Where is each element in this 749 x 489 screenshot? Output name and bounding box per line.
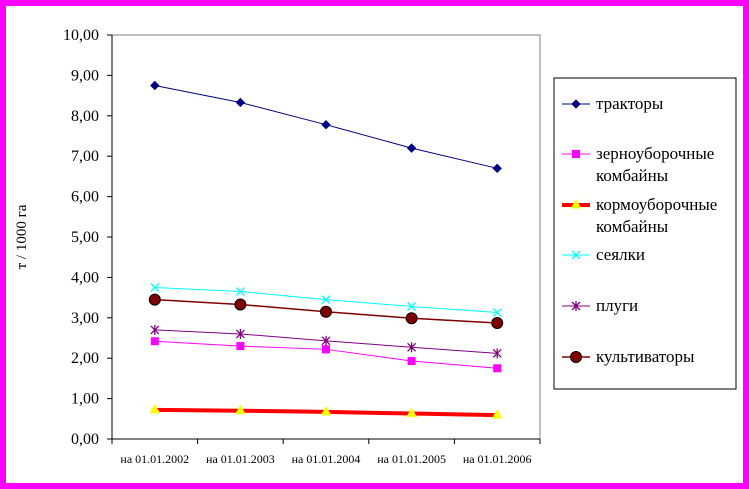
legend-box [553,77,737,390]
legend-swatch-marker [570,198,582,209]
x-tick-label: на 01.01.2005 [377,452,446,466]
legend-label: комбайны [596,217,669,236]
data-point [492,308,502,318]
y-tick-label: 4,00 [71,269,99,286]
data-point [321,335,331,346]
data-point [406,143,417,153]
legend-label: зерноуборочные [596,144,714,163]
y-tick-label: 6,00 [71,189,99,206]
data-point [492,163,502,174]
data-point [321,295,331,305]
data-point [235,287,245,296]
data-point [235,97,246,108]
legend-swatch-marker [571,99,581,109]
legend-swatch-marker [571,301,581,311]
y-tick-label: 10,00 [63,27,99,44]
data-point [491,317,504,330]
legend-swatch-marker [572,150,580,158]
legend-label: тракторы [596,94,664,113]
data-point [491,409,503,419]
legend-label: плуги [596,296,638,315]
plot-area [111,34,541,440]
data-point [407,357,416,366]
y-tick-label: 5,00 [71,229,99,246]
data-point [235,328,245,339]
data-point [493,364,502,373]
y-axis-label: т / 1000 га [14,204,30,269]
x-tick-label: на 01.01.2003 [206,452,275,466]
y-tick-label: 2,00 [71,350,99,367]
data-point [492,348,502,359]
data-point [234,298,247,311]
y-tick-label: 3,00 [71,310,99,327]
legend-swatch-marker [571,250,581,260]
data-point [320,305,332,318]
y-tick-label: 0,00 [71,431,99,448]
y-tick-label: 1,00 [71,391,99,408]
data-point [407,302,417,311]
legend-label: комбайны [596,166,669,185]
data-point [235,404,246,415]
data-point [322,345,330,354]
y-tick-label: 9,00 [71,67,99,84]
data-point [150,324,160,335]
legend-label: сеялки [596,245,645,264]
data-point [148,293,161,306]
y-tick-label: 8,00 [71,108,99,125]
x-tick-label: на 01.01.2004 [292,452,361,466]
data-point [405,312,418,325]
legend-label: культиваторы [596,347,695,366]
legend-label: кормоуборочные [596,195,717,214]
data-point [407,342,417,353]
x-tick-label: на 01.01.2006 [463,452,532,466]
legend-swatch-marker [570,351,582,363]
x-tick-label: на 01.01.2002 [120,452,189,466]
data-point [406,407,417,418]
data-point [149,403,161,414]
data-point [320,405,332,416]
data-point [150,80,160,91]
data-point [150,283,160,292]
data-point [321,119,331,130]
data-point [236,342,245,351]
data-point [150,337,159,346]
y-tick-label: 7,00 [71,148,99,165]
